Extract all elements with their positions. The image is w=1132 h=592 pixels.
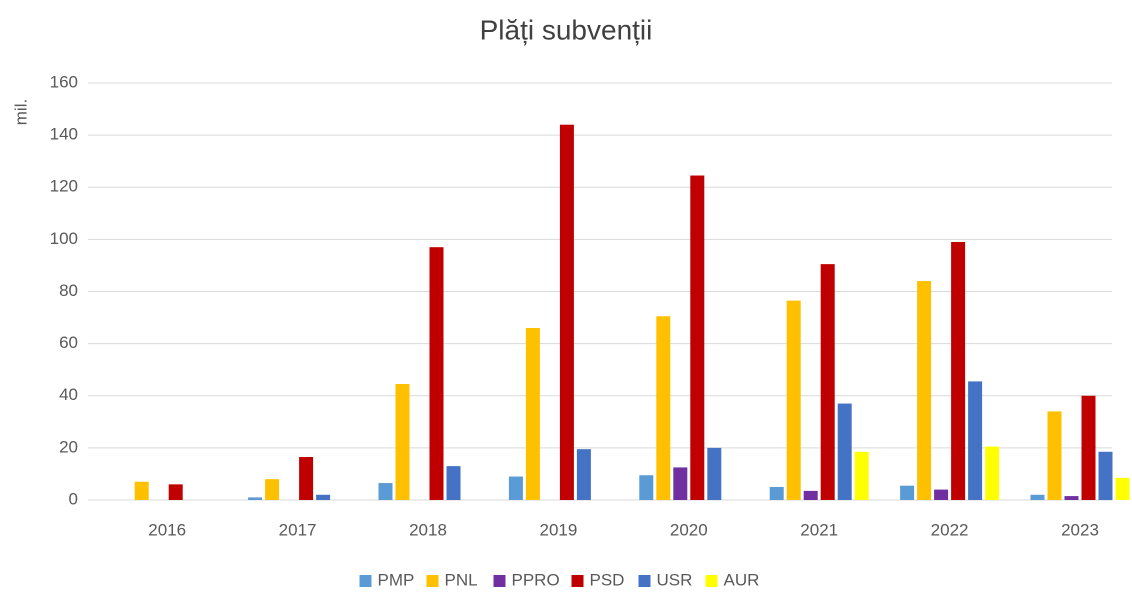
- legend-label: PMP: [378, 570, 415, 589]
- x-tick-label: 2022: [931, 520, 969, 539]
- bar: [639, 475, 654, 500]
- bar: [429, 247, 444, 500]
- legend-swatch: [571, 575, 584, 587]
- x-tick-label: 2018: [409, 520, 447, 539]
- legend-swatch: [426, 575, 439, 587]
- x-tick-label: 2023: [1061, 520, 1099, 539]
- y-tick-label: 60: [59, 333, 78, 352]
- y-tick-label: 140: [50, 125, 78, 144]
- legend-label: USR: [657, 570, 693, 589]
- bar: [395, 384, 410, 500]
- bar: [786, 300, 801, 500]
- legend-swatch: [359, 575, 372, 587]
- legend-label: AUR: [724, 570, 760, 589]
- y-tick-label: 100: [50, 229, 78, 248]
- bar: [378, 483, 393, 500]
- bar: [316, 494, 331, 500]
- bar: [446, 466, 461, 500]
- y-tick-label: 160: [50, 72, 78, 91]
- y-tick-label: 120: [50, 177, 78, 196]
- bar: [134, 481, 149, 500]
- bar: [559, 124, 574, 500]
- bar: [1081, 395, 1096, 500]
- bar: [769, 486, 784, 500]
- legend-label: PPRO: [512, 570, 560, 589]
- bar: [248, 497, 263, 500]
- bar: [803, 490, 818, 500]
- bar: [1064, 496, 1079, 500]
- legend-label: PSD: [590, 570, 625, 589]
- bar: [1030, 494, 1045, 500]
- bar: [690, 175, 705, 500]
- legend-swatch: [493, 575, 506, 587]
- y-axis-label: mil.: [11, 99, 30, 125]
- bar: [673, 467, 688, 500]
- bar: [707, 447, 722, 500]
- bar: [820, 264, 835, 500]
- bar: [265, 479, 280, 500]
- bar: [934, 489, 949, 500]
- bar: [837, 403, 852, 500]
- bar: [951, 241, 966, 500]
- bar: [576, 449, 591, 500]
- y-tick-label: 80: [59, 281, 78, 300]
- bar: [1047, 411, 1062, 500]
- x-tick-label: 2021: [800, 520, 838, 539]
- bar: [168, 484, 183, 500]
- bar: [508, 476, 523, 500]
- bar: [525, 327, 540, 500]
- y-tick-label: 0: [69, 489, 78, 508]
- legend-swatch: [638, 575, 651, 587]
- bar: [900, 485, 915, 500]
- x-tick-label: 2019: [539, 520, 577, 539]
- bar: [917, 281, 932, 500]
- y-tick-label: 40: [59, 385, 78, 404]
- chart-title: Plăți subvenții: [480, 14, 653, 45]
- bar: [968, 381, 983, 500]
- legend-label: PNL: [445, 570, 478, 589]
- bar: [985, 446, 1000, 500]
- x-tick-label: 2016: [148, 520, 186, 539]
- bar: [656, 316, 671, 500]
- bar: [1098, 451, 1113, 500]
- x-tick-label: 2020: [670, 520, 708, 539]
- y-tick-label: 20: [59, 437, 78, 456]
- bar: [854, 451, 869, 500]
- bar: [1115, 477, 1130, 500]
- bar: [299, 456, 314, 500]
- legend-swatch: [705, 575, 718, 587]
- x-tick-label: 2017: [279, 520, 317, 539]
